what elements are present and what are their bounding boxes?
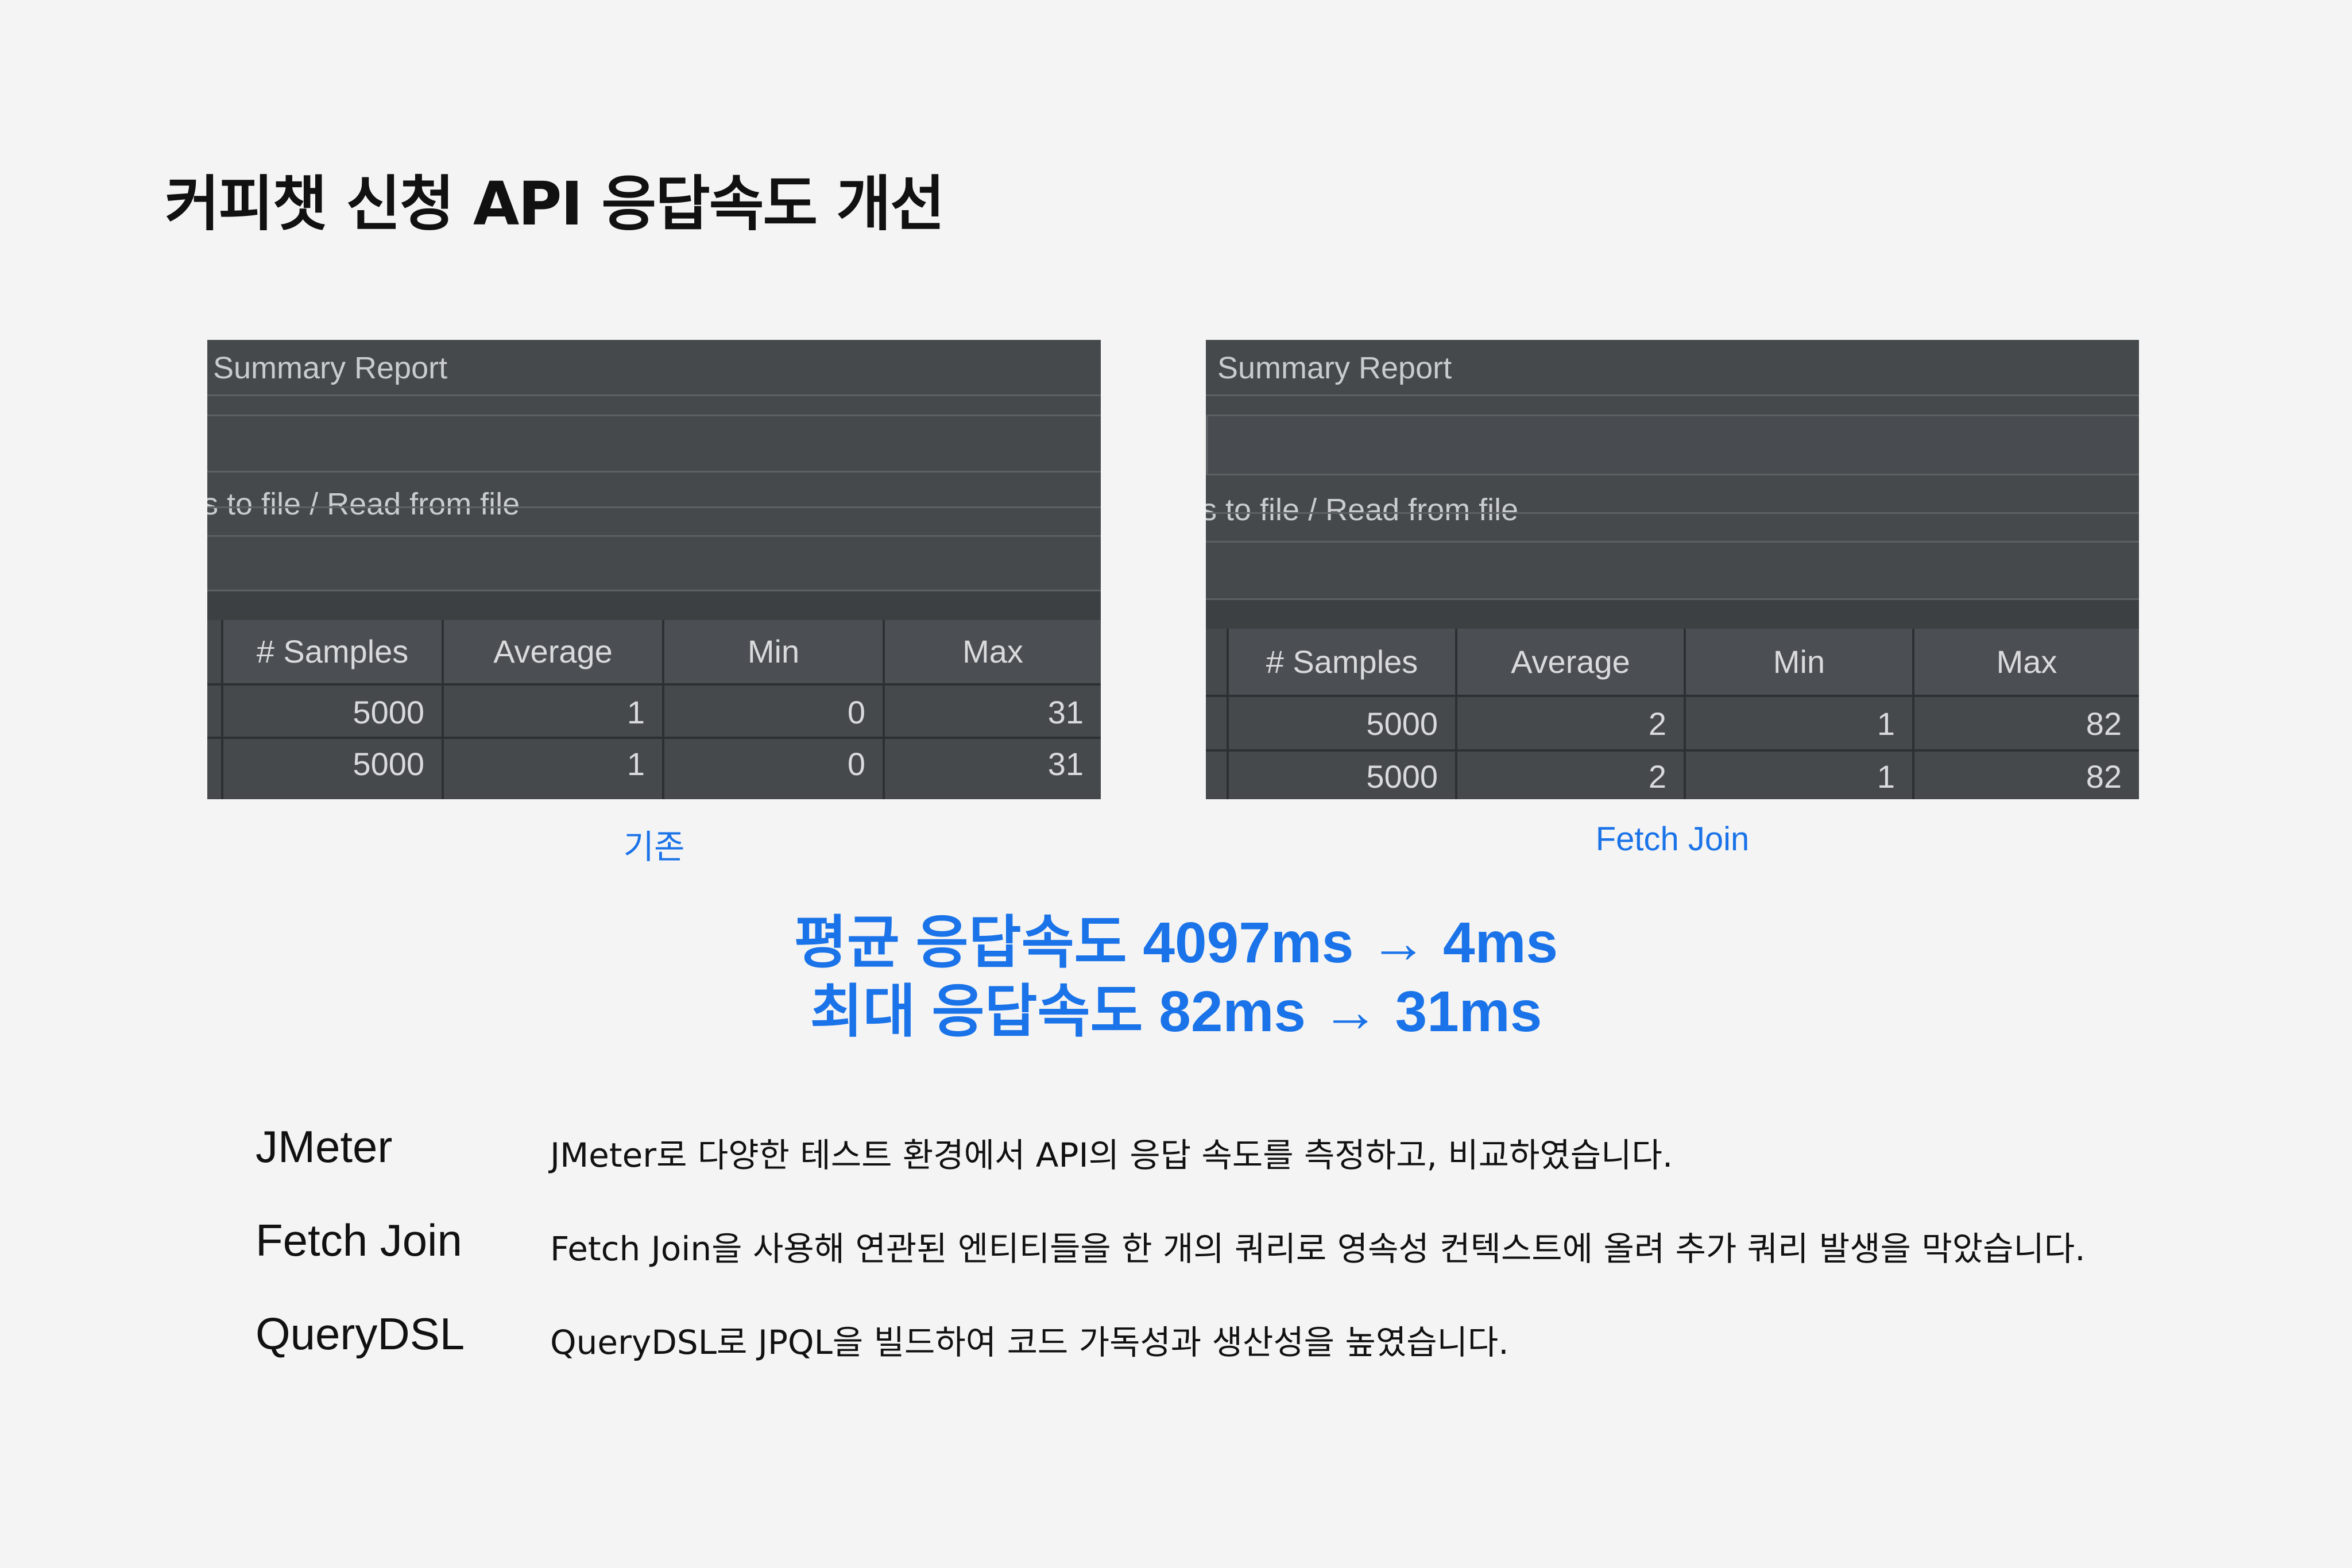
table-cell: 1 — [626, 746, 645, 782]
column-header: Average — [444, 620, 662, 683]
table-cell: 1 — [1877, 758, 1895, 795]
file-label: s to file / Read from file — [1206, 493, 1519, 527]
column-header: # Samples — [223, 620, 442, 683]
result-average: 평균 응답속도 4097ms → 4ms — [794, 911, 1558, 975]
table-cell: 0 — [847, 694, 865, 730]
table-cell: 2 — [1648, 706, 1666, 742]
column-header: Average — [1457, 629, 1684, 695]
summary-report-before: Summary Report s to file / Read from fil… — [207, 340, 1101, 799]
feature-desc-fetch-join: Fetch Join을 사용해 연관된 엔티티들을 한 개의 쿼리로 영속성 컨… — [550, 1229, 2086, 1268]
table-cell: 82 — [2086, 758, 2122, 795]
feature-desc-jmeter: JMeter로 다양한 테스트 환경에서 API의 응답 속도를 측정하고, 비… — [550, 1136, 1673, 1175]
page-title: 커피챗 신청 API 응답속도 개선 — [165, 169, 945, 239]
feature-desc-querydsl: QueryDSL로 JPQL을 빌드하여 코드 가독성과 생산성을 높였습니다. — [550, 1323, 1509, 1362]
result-max: 최대 응답속도 82ms → 31ms — [810, 979, 1542, 1044]
table-cell: 82 — [2086, 706, 2122, 742]
column-header: Min — [1686, 629, 1912, 695]
feature-name-fetch-join: Fetch Join — [256, 1215, 462, 1265]
table-cell: 31 — [1047, 746, 1084, 782]
file-label: s to file / Read from file — [207, 487, 520, 521]
report-title: Summary Report — [213, 351, 448, 385]
caption-fetch-join: Fetch Join — [1595, 820, 1750, 858]
report-title: Summary Report — [1217, 351, 1452, 385]
feature-name-jmeter: JMeter — [256, 1121, 393, 1172]
table-cell: 1 — [626, 694, 645, 730]
summary-report-fetch-join: Summary Report s to file / Read from fil… — [1206, 340, 2139, 799]
column-header: Min — [664, 620, 883, 683]
caption-before: 기존 — [623, 828, 685, 866]
table-cell: 5000 — [353, 746, 424, 782]
table-cell: 31 — [1047, 694, 1084, 730]
column-header: Max — [885, 620, 1101, 683]
column-header: # Samples — [1229, 629, 1455, 695]
feature-name-querydsl: QueryDSL — [256, 1308, 465, 1359]
table-cell: 2 — [1648, 758, 1666, 795]
table-cell: 1 — [1877, 706, 1895, 742]
table-cell: 0 — [847, 746, 865, 782]
column-header: Max — [1914, 629, 2139, 695]
table-cell: 5000 — [1366, 758, 1438, 795]
table-cell: 5000 — [1366, 706, 1438, 742]
table-cell: 5000 — [353, 694, 424, 730]
